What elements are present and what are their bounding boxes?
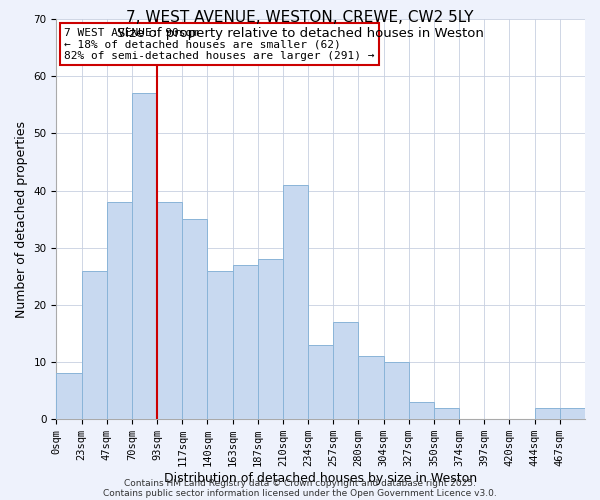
Bar: [560, 408, 585, 419]
Text: Size of property relative to detached houses in Weston: Size of property relative to detached ho…: [116, 28, 484, 40]
Text: 7, WEST AVENUE, WESTON, CREWE, CW2 5LY: 7, WEST AVENUE, WESTON, CREWE, CW2 5LY: [126, 10, 474, 25]
Bar: [82, 270, 107, 419]
Bar: [383, 362, 409, 419]
Text: Contains public sector information licensed under the Open Government Licence v3: Contains public sector information licen…: [103, 488, 497, 498]
Bar: [434, 408, 459, 419]
Y-axis label: Number of detached properties: Number of detached properties: [15, 120, 28, 318]
Bar: [56, 374, 82, 419]
Text: 7 WEST AVENUE: 90sqm
← 18% of detached houses are smaller (62)
82% of semi-detac: 7 WEST AVENUE: 90sqm ← 18% of detached h…: [64, 28, 374, 61]
Bar: [283, 185, 308, 419]
Bar: [132, 94, 157, 419]
Bar: [157, 202, 182, 419]
Bar: [308, 345, 333, 419]
Bar: [233, 265, 258, 419]
Bar: [535, 408, 560, 419]
Bar: [333, 322, 358, 419]
Text: Contains HM Land Registry data © Crown copyright and database right 2025.: Contains HM Land Registry data © Crown c…: [124, 478, 476, 488]
Bar: [107, 202, 132, 419]
Bar: [182, 219, 208, 419]
Bar: [409, 402, 434, 419]
Bar: [208, 270, 233, 419]
X-axis label: Distribution of detached houses by size in Weston: Distribution of detached houses by size …: [164, 472, 477, 485]
Bar: [358, 356, 383, 419]
Bar: [258, 259, 283, 419]
